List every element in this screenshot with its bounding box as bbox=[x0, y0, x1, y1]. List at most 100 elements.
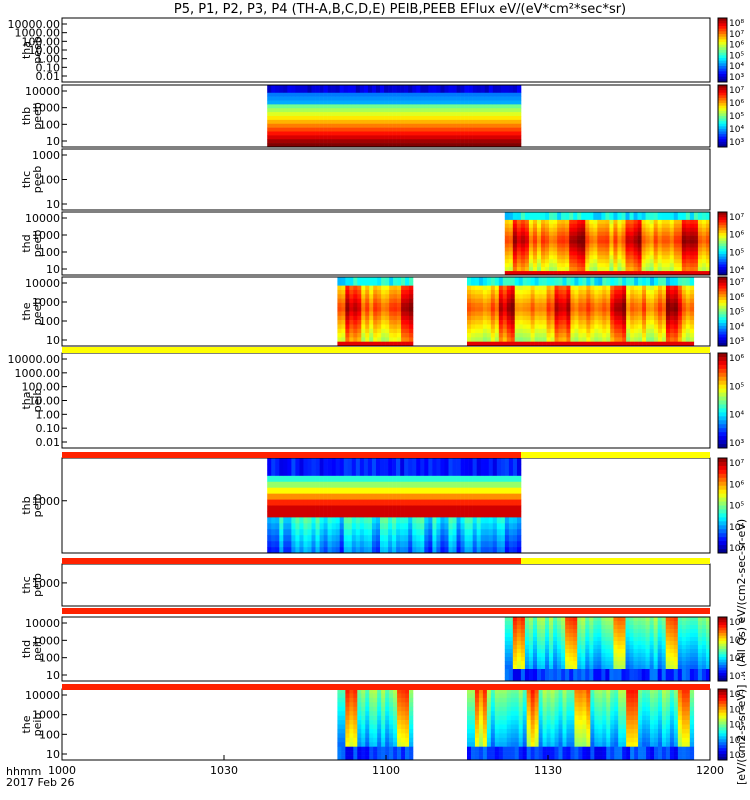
spectrogram-cell bbox=[518, 289, 524, 295]
spectrogram-cell bbox=[504, 231, 510, 236]
spectrogram-cell bbox=[554, 320, 559, 325]
spectrogram-cell bbox=[693, 215, 699, 221]
spectrogram-cell bbox=[339, 119, 345, 125]
spectrogram-cell bbox=[622, 324, 627, 330]
spectrogram-cell bbox=[649, 621, 654, 626]
spectrogram-cell bbox=[621, 251, 626, 256]
spectrogram-cell bbox=[295, 529, 300, 536]
spectrogram-cell bbox=[287, 112, 292, 117]
spectrogram-cell bbox=[645, 673, 650, 678]
spectrogram-cell bbox=[549, 661, 554, 666]
spectrogram-cell bbox=[586, 333, 591, 338]
spectrogram-cell bbox=[327, 85, 332, 90]
spectrogram-cell bbox=[650, 324, 655, 330]
spectrogram-cell bbox=[589, 661, 594, 666]
spectrogram-cell bbox=[617, 251, 622, 256]
spectrogram-cell bbox=[412, 535, 417, 542]
spectrogram-cell bbox=[335, 100, 341, 105]
spectrogram-cell bbox=[626, 320, 631, 325]
spectrogram-cell bbox=[705, 227, 711, 232]
spectrogram-cell bbox=[649, 617, 654, 622]
spectrogram-cell bbox=[343, 458, 349, 465]
spectrogram-cell bbox=[303, 112, 308, 117]
spectrogram-cell bbox=[617, 255, 622, 260]
spectrogram-cell bbox=[530, 333, 535, 338]
spectrogram-cell bbox=[275, 541, 280, 548]
spectrogram-cell bbox=[492, 541, 498, 548]
spectrogram-cell bbox=[534, 315, 539, 321]
spectrogram-cell bbox=[392, 493, 397, 500]
spectrogram-cell bbox=[502, 341, 508, 347]
spectrogram-cell bbox=[645, 665, 650, 670]
spectrogram-cell bbox=[553, 247, 558, 252]
spectrogram-cell bbox=[605, 673, 610, 678]
spectrogram-cell bbox=[504, 219, 510, 225]
spectrogram-cell bbox=[518, 277, 524, 282]
spectrogram-cell bbox=[500, 104, 506, 109]
spectrogram-cell bbox=[416, 541, 421, 548]
spectrogram-cell bbox=[339, 481, 345, 488]
spectrogram-cell bbox=[361, 315, 366, 321]
spectrogram-cell bbox=[385, 328, 390, 334]
spectrogram-cell bbox=[355, 535, 361, 542]
spectrogram-cell bbox=[385, 285, 390, 291]
spectrogram-cell bbox=[677, 285, 683, 291]
spectrogram-cell bbox=[444, 463, 449, 471]
spectrogram-cell bbox=[500, 119, 506, 125]
spectrogram-cell bbox=[307, 511, 312, 518]
spectrogram-cell bbox=[476, 92, 482, 97]
spectrogram-cell bbox=[271, 523, 276, 530]
colorbar-cell bbox=[718, 248, 727, 252]
spectrogram-cell bbox=[428, 469, 433, 477]
spectrogram-cell bbox=[665, 212, 671, 217]
spectrogram-cell bbox=[271, 511, 276, 518]
spectrogram-cell bbox=[440, 139, 445, 144]
spectrogram-cell bbox=[657, 271, 663, 276]
spectrogram-cell bbox=[546, 285, 551, 291]
spectrogram-cell bbox=[569, 621, 574, 626]
spectrogram-cell bbox=[570, 337, 575, 342]
spectrogram-cell bbox=[597, 243, 602, 248]
spectrogram-cell bbox=[557, 637, 562, 642]
spectrogram-cell bbox=[625, 637, 630, 642]
spectrogram-cell bbox=[685, 263, 691, 268]
spectrogram-cell bbox=[574, 298, 579, 304]
spectrogram-cell bbox=[456, 523, 461, 530]
spectrogram-cell bbox=[589, 637, 594, 642]
spectrogram-cell bbox=[597, 657, 602, 662]
spectrogram-cell bbox=[605, 235, 610, 240]
colorbar-cell bbox=[718, 473, 727, 479]
spectrogram-cell bbox=[337, 333, 342, 338]
spectrogram-cell bbox=[371, 88, 377, 94]
spectrogram-cell bbox=[657, 669, 663, 674]
spectrogram-cell bbox=[574, 302, 579, 308]
spectrogram-cell bbox=[456, 529, 461, 536]
spectrogram-cell bbox=[545, 621, 550, 626]
spectrogram-cell bbox=[593, 641, 598, 646]
spectrogram-cell bbox=[299, 535, 304, 542]
spectrogram-cell bbox=[480, 541, 486, 548]
spectrogram-cell bbox=[657, 251, 663, 256]
spectrogram-cell bbox=[657, 633, 663, 638]
spectrogram-cell bbox=[512, 88, 518, 94]
spectrogram-cell bbox=[355, 123, 361, 128]
spectrogram-cell bbox=[307, 487, 312, 494]
spectrogram-cell bbox=[287, 535, 292, 542]
spectrogram-cell bbox=[405, 337, 410, 342]
spectrogram-cell bbox=[420, 96, 425, 101]
spectrogram-cell bbox=[512, 493, 518, 500]
spectrogram-cell bbox=[492, 535, 498, 542]
colorbar-cell bbox=[718, 225, 727, 229]
spectrogram-cell bbox=[365, 285, 370, 291]
spectrogram-cell bbox=[267, 535, 272, 542]
spectrogram-cell bbox=[319, 104, 324, 109]
spectrogram-cell bbox=[649, 219, 654, 225]
spectrogram-cell bbox=[618, 315, 623, 321]
spectrogram-cell bbox=[307, 88, 312, 94]
spectrogram-cell bbox=[649, 629, 654, 634]
spectrogram-cell bbox=[554, 333, 559, 338]
spectrogram-cell bbox=[319, 96, 324, 101]
spectrogram-cell bbox=[279, 131, 284, 136]
spectrogram-cell bbox=[697, 235, 703, 240]
spectrogram-cell bbox=[504, 499, 510, 506]
